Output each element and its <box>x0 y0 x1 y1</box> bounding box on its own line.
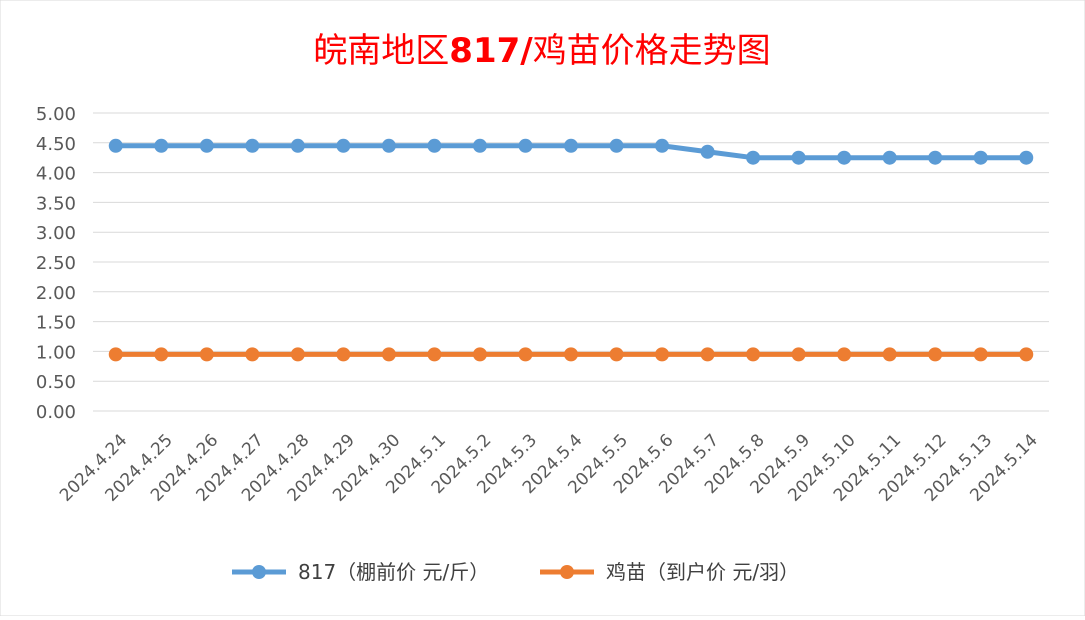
y-tick-label: 4.00 <box>36 164 76 185</box>
chart-title-prefix: 皖南地区 <box>313 31 449 71</box>
data-point <box>791 150 806 165</box>
chart-title: 皖南地区817/鸡苗价格走势图 <box>313 31 770 71</box>
y-tick-label: 0.00 <box>36 402 76 423</box>
legend-label: 817（棚前价 元/斤） <box>298 560 489 584</box>
data-point <box>882 347 897 362</box>
data-point <box>427 347 442 362</box>
data-point <box>928 150 943 165</box>
data-point <box>928 347 943 362</box>
data-point <box>336 347 351 362</box>
series-2 <box>108 347 1034 362</box>
y-tick-label: 0.50 <box>36 372 76 393</box>
data-point <box>973 347 988 362</box>
data-point <box>472 138 487 153</box>
y-tick-label: 4.50 <box>36 134 76 155</box>
legend-item: 鸡苗（到户价 元/羽） <box>540 560 799 584</box>
data-point <box>837 150 852 165</box>
data-point <box>609 138 624 153</box>
plot-area <box>108 138 1034 362</box>
data-point <box>837 347 852 362</box>
y-tick-label: 3.50 <box>36 193 76 214</box>
series-1 <box>108 138 1034 165</box>
data-point <box>381 347 396 362</box>
data-point <box>336 138 351 153</box>
data-point <box>746 150 761 165</box>
legend: 817（棚前价 元/斤） 鸡苗（到户价 元/羽） <box>232 560 799 584</box>
data-point <box>564 347 578 362</box>
y-tick-label: 1.50 <box>36 313 76 334</box>
legend-label: 鸡苗（到户价 元/羽） <box>606 560 799 584</box>
data-point <box>564 138 578 153</box>
chart-title-bold: 817/ <box>449 31 533 71</box>
chart-title-suffix: 鸡苗价格走势图 <box>533 31 771 71</box>
data-point <box>791 347 806 362</box>
data-point <box>154 138 169 153</box>
data-point <box>700 144 715 159</box>
data-point <box>290 138 305 153</box>
data-point <box>973 150 988 165</box>
data-point <box>609 347 624 362</box>
data-point <box>655 138 670 153</box>
data-point <box>108 138 123 153</box>
data-point <box>518 347 533 362</box>
data-point <box>290 347 305 362</box>
legend-swatch-marker <box>560 565 574 579</box>
data-point <box>746 347 761 362</box>
y-tick-label: 1.00 <box>36 342 76 363</box>
data-point <box>427 138 442 153</box>
y-axis: 0.00 0.50 1.00 1.50 2.00 2.50 3.00 3.50 4.00 4.50… <box>36 104 76 423</box>
y-tick-label: 3.00 <box>36 223 76 244</box>
data-point <box>245 347 260 362</box>
data-point <box>245 138 260 153</box>
legend-item: 817（棚前价 元/斤） <box>232 560 489 584</box>
data-point <box>472 347 487 362</box>
data-point <box>199 138 214 153</box>
data-point <box>518 138 533 153</box>
data-point <box>108 347 123 362</box>
data-point <box>154 347 169 362</box>
data-point <box>381 138 396 153</box>
data-point <box>882 150 897 165</box>
data-point <box>700 347 715 362</box>
data-point <box>655 347 670 362</box>
data-point <box>199 347 214 362</box>
y-tick-label: 5.00 <box>36 104 76 125</box>
legend-swatch-marker <box>252 565 266 579</box>
data-point <box>1019 150 1034 165</box>
data-point <box>1019 347 1034 362</box>
y-tick-label: 2.00 <box>36 283 76 304</box>
y-tick-label: 2.50 <box>36 253 76 274</box>
